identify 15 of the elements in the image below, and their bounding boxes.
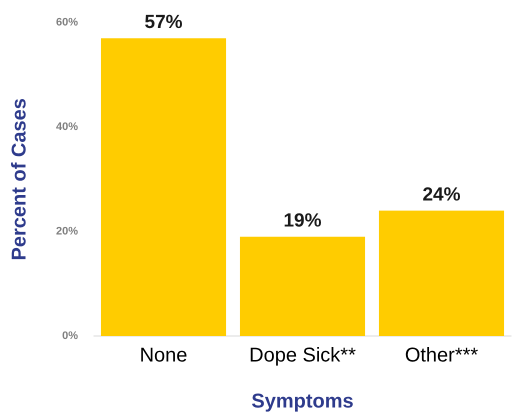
- data-label: 24%: [422, 184, 461, 206]
- y-tick-label: 0%: [62, 330, 78, 342]
- y-tick-label: 40%: [56, 121, 78, 134]
- x-tick-label: Other***: [404, 344, 478, 367]
- data-label: 57%: [144, 12, 183, 34]
- y-tick-label: 60%: [56, 16, 78, 29]
- bar: [100, 38, 226, 336]
- y-axis-title: Percent of Cases: [8, 98, 31, 260]
- y-tick-label: 20%: [56, 226, 78, 238]
- x-tick-label: Dope Sick**: [249, 344, 356, 367]
- x-tick-label: None: [140, 344, 188, 367]
- bar: [240, 236, 366, 336]
- x-axis-title: Symptoms: [251, 390, 354, 413]
- bar: [378, 210, 504, 336]
- data-label: 19%: [283, 210, 322, 232]
